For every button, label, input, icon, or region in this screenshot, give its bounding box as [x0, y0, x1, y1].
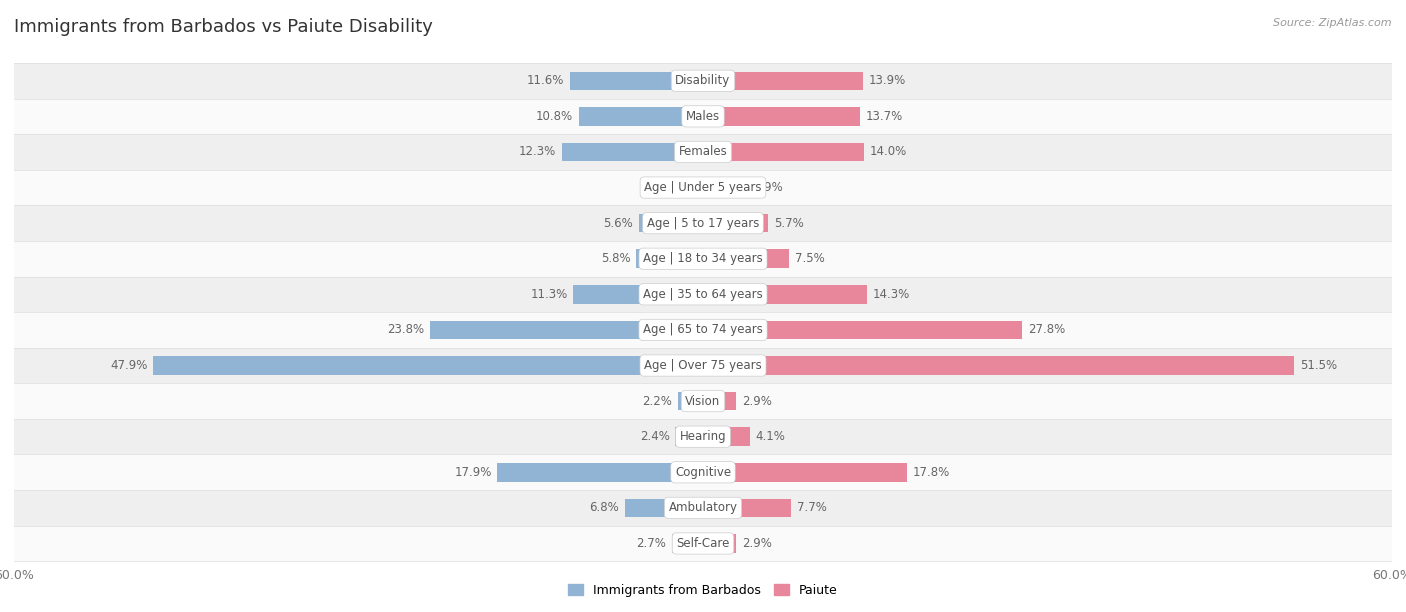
- Bar: [14, 241, 1392, 277]
- Text: 4.1%: 4.1%: [756, 430, 786, 443]
- Text: 2.2%: 2.2%: [643, 395, 672, 408]
- Bar: [14, 490, 1392, 526]
- Bar: [579, 107, 703, 125]
- Text: 10.8%: 10.8%: [536, 110, 574, 123]
- Bar: [703, 107, 860, 125]
- Bar: [703, 499, 792, 517]
- Text: 13.9%: 13.9%: [869, 74, 905, 88]
- Text: Age | 5 to 17 years: Age | 5 to 17 years: [647, 217, 759, 230]
- Bar: [703, 72, 863, 90]
- Text: Ambulatory: Ambulatory: [668, 501, 738, 514]
- Text: Cognitive: Cognitive: [675, 466, 731, 479]
- Text: 27.8%: 27.8%: [1028, 323, 1066, 337]
- Bar: [14, 455, 1392, 490]
- Text: Immigrants from Barbados vs Paiute Disability: Immigrants from Barbados vs Paiute Disab…: [14, 18, 433, 36]
- Text: 2.9%: 2.9%: [742, 395, 772, 408]
- Text: 2.9%: 2.9%: [742, 537, 772, 550]
- Bar: [703, 463, 907, 482]
- Bar: [672, 534, 703, 553]
- Bar: [14, 312, 1392, 348]
- Text: 5.8%: 5.8%: [600, 252, 631, 265]
- Bar: [498, 463, 703, 482]
- Text: 5.7%: 5.7%: [775, 217, 804, 230]
- Bar: [14, 134, 1392, 170]
- Bar: [703, 392, 737, 411]
- Bar: [703, 285, 868, 304]
- Text: 47.9%: 47.9%: [110, 359, 148, 372]
- Text: Age | 65 to 74 years: Age | 65 to 74 years: [643, 323, 763, 337]
- Bar: [14, 63, 1392, 99]
- Text: 12.3%: 12.3%: [519, 146, 555, 159]
- Text: 11.3%: 11.3%: [530, 288, 568, 301]
- Bar: [574, 285, 703, 304]
- Text: 0.97%: 0.97%: [650, 181, 686, 194]
- Text: 23.8%: 23.8%: [387, 323, 425, 337]
- Text: 13.7%: 13.7%: [866, 110, 903, 123]
- Text: Males: Males: [686, 110, 720, 123]
- Bar: [14, 99, 1392, 134]
- Bar: [569, 72, 703, 90]
- Text: Disability: Disability: [675, 74, 731, 88]
- Text: 7.7%: 7.7%: [797, 501, 827, 514]
- Bar: [703, 534, 737, 553]
- Bar: [430, 321, 703, 339]
- Bar: [14, 348, 1392, 383]
- Text: 5.6%: 5.6%: [603, 217, 633, 230]
- Text: 14.0%: 14.0%: [869, 146, 907, 159]
- Text: Age | Over 75 years: Age | Over 75 years: [644, 359, 762, 372]
- Bar: [14, 526, 1392, 561]
- Bar: [637, 250, 703, 268]
- Bar: [703, 427, 749, 446]
- Text: 14.3%: 14.3%: [873, 288, 910, 301]
- Text: Age | Under 5 years: Age | Under 5 years: [644, 181, 762, 194]
- Bar: [14, 277, 1392, 312]
- Text: 7.5%: 7.5%: [794, 252, 824, 265]
- Text: 3.9%: 3.9%: [754, 181, 783, 194]
- Bar: [14, 170, 1392, 206]
- Bar: [703, 143, 863, 161]
- Bar: [703, 214, 769, 233]
- Text: 2.4%: 2.4%: [640, 430, 669, 443]
- Bar: [638, 214, 703, 233]
- Bar: [153, 356, 703, 375]
- Text: 11.6%: 11.6%: [527, 74, 564, 88]
- Bar: [562, 143, 703, 161]
- Text: 51.5%: 51.5%: [1301, 359, 1337, 372]
- Bar: [678, 392, 703, 411]
- Bar: [14, 419, 1392, 455]
- Bar: [692, 178, 703, 197]
- Bar: [675, 427, 703, 446]
- Bar: [703, 356, 1295, 375]
- Text: Self-Care: Self-Care: [676, 537, 730, 550]
- Text: Age | 35 to 64 years: Age | 35 to 64 years: [643, 288, 763, 301]
- Text: 6.8%: 6.8%: [589, 501, 619, 514]
- Text: Age | 18 to 34 years: Age | 18 to 34 years: [643, 252, 763, 265]
- Text: 2.7%: 2.7%: [637, 537, 666, 550]
- Bar: [703, 321, 1022, 339]
- Text: Hearing: Hearing: [679, 430, 727, 443]
- Bar: [624, 499, 703, 517]
- Bar: [703, 178, 748, 197]
- Text: Vision: Vision: [685, 395, 721, 408]
- Text: Source: ZipAtlas.com: Source: ZipAtlas.com: [1274, 18, 1392, 28]
- Legend: Immigrants from Barbados, Paiute: Immigrants from Barbados, Paiute: [564, 579, 842, 602]
- Text: 17.8%: 17.8%: [912, 466, 950, 479]
- Text: 17.9%: 17.9%: [454, 466, 492, 479]
- Bar: [703, 250, 789, 268]
- Text: Females: Females: [679, 146, 727, 159]
- Bar: [14, 206, 1392, 241]
- Bar: [14, 383, 1392, 419]
